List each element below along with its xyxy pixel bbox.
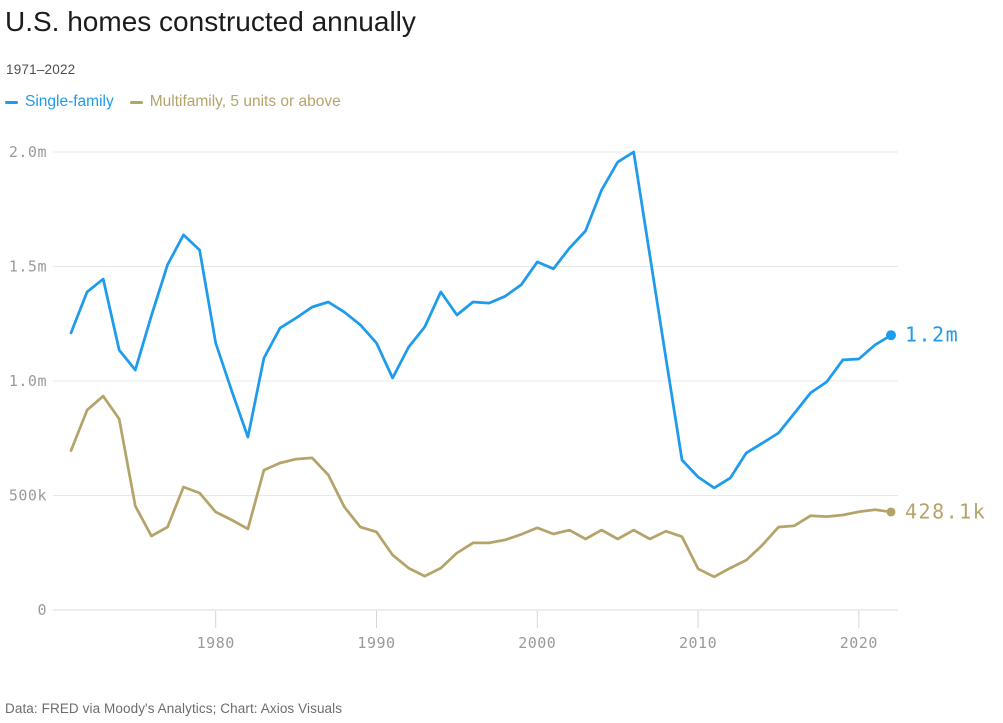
legend-label-single-family: Single-family bbox=[25, 93, 114, 110]
series-end-dot-single-family bbox=[886, 330, 896, 341]
y-axis-label-0: 0 bbox=[37, 601, 47, 619]
y-axis-label-500k: 500k bbox=[9, 487, 47, 505]
series-line-multifamily-5-units-or-above bbox=[69, 394, 893, 579]
page-title: U.S. homes constructed annually bbox=[5, 6, 416, 37]
series-end-label-single-family: 1.2m bbox=[905, 323, 959, 347]
y-axis-label-1.5m: 1.5m bbox=[9, 258, 47, 276]
legend-label-multifamily: Multifamily, 5 units or above bbox=[149, 93, 341, 110]
series-line-single-family bbox=[69, 150, 893, 490]
source-credit: Data: FRED via Moody's Analytics; Chart:… bbox=[5, 701, 343, 716]
y-axis-label-2.0m: 2.0m bbox=[9, 143, 47, 161]
chart-subtitle: 1971–2022 bbox=[6, 62, 76, 77]
series-end-label-multifamily-5-units-or-above: 428.1k bbox=[905, 499, 986, 523]
series-end-dot-multifamily-5-units-or-above bbox=[886, 507, 896, 517]
x-axis-label-1980: 1980 bbox=[197, 634, 235, 652]
legend-line-icon bbox=[5, 100, 18, 104]
legend-item-single-family: Single-family bbox=[5, 93, 114, 111]
x-axis-label-2000: 2000 bbox=[518, 634, 556, 652]
x-axis-label-1990: 1990 bbox=[357, 634, 395, 652]
y-axis-label-1.0m: 1.0m bbox=[9, 372, 47, 390]
legend-line-icon bbox=[129, 100, 143, 104]
x-axis-label-2020: 2020 bbox=[840, 634, 878, 652]
legend-item-multifamily: Multifamily, 5 units or above bbox=[129, 93, 341, 111]
x-axis-label-2010: 2010 bbox=[679, 634, 717, 652]
chart-legend: Single-family Multifamily, 5 units or ab… bbox=[5, 93, 341, 111]
